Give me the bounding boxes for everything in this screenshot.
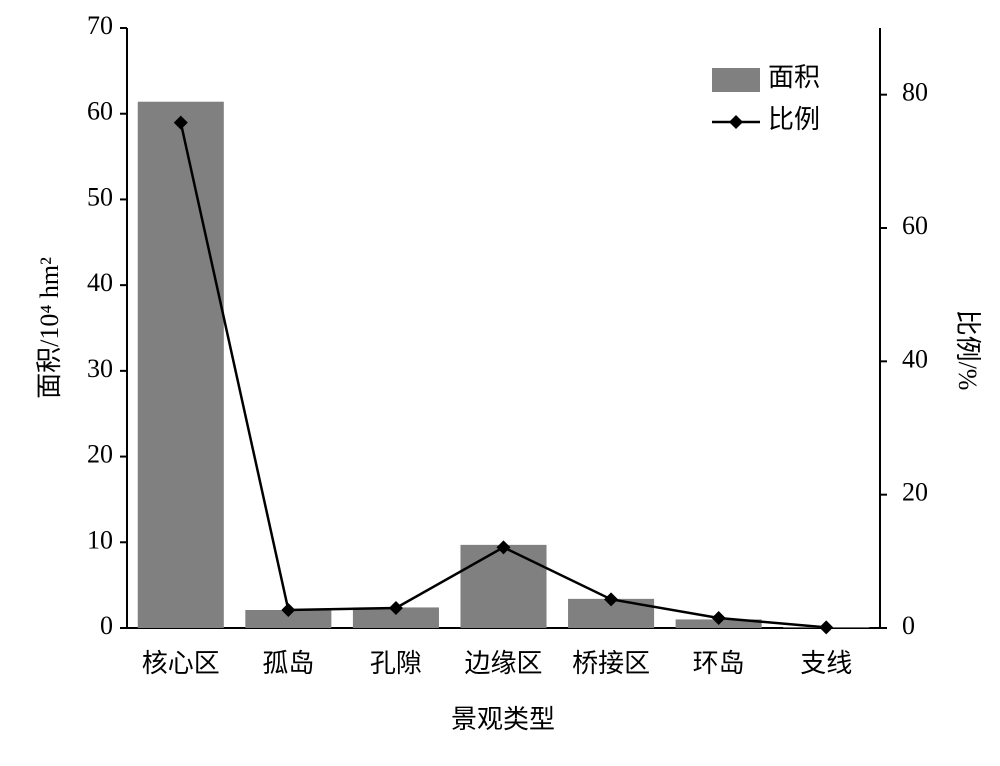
point — [173, 115, 188, 130]
bar — [245, 610, 332, 628]
y-axis-label: 面积/10⁴ hm² — [35, 257, 64, 399]
y2-tick-label: 40 — [902, 344, 928, 373]
y-tick-label: 60 — [87, 97, 113, 126]
y-tick-label: 70 — [87, 11, 113, 40]
y2-tick-label: 0 — [902, 611, 915, 640]
point — [711, 611, 726, 625]
x-tick-label: 核心区 — [142, 649, 220, 678]
point — [281, 603, 296, 617]
y-tick-label: 10 — [87, 525, 113, 554]
point — [819, 620, 834, 635]
point — [604, 592, 619, 607]
bar — [460, 544, 547, 628]
x-tick-label: 边缘区 — [464, 649, 542, 678]
bar — [137, 101, 224, 628]
y2-axis-label: 比例/% — [953, 310, 982, 391]
x-tick-label: 孤岛 — [262, 649, 314, 678]
legend-label: 比例 — [768, 105, 820, 134]
y-tick-label: 0 — [100, 611, 113, 640]
x-axis-label: 景观类型 — [451, 705, 555, 734]
y-tick-label: 20 — [87, 440, 113, 469]
x-tick-label: 孔隙 — [370, 649, 422, 678]
legend-swatch — [712, 68, 760, 92]
y2-tick-label: 80 — [902, 78, 928, 107]
point — [496, 540, 511, 555]
point — [388, 601, 403, 615]
x-tick-label: 环岛 — [693, 649, 745, 678]
legend-label: 面积 — [768, 63, 820, 92]
y2-tick-label: 60 — [902, 211, 928, 240]
y-tick-label: 50 — [87, 182, 113, 211]
x-tick-label: 桥接区 — [572, 649, 650, 678]
bar — [352, 607, 439, 628]
y-tick-label: 40 — [87, 268, 113, 297]
y2-tick-label: 20 — [902, 478, 928, 507]
legend-marker — [729, 115, 743, 129]
x-tick-label: 支线 — [800, 649, 852, 678]
y-tick-label: 30 — [87, 354, 113, 383]
